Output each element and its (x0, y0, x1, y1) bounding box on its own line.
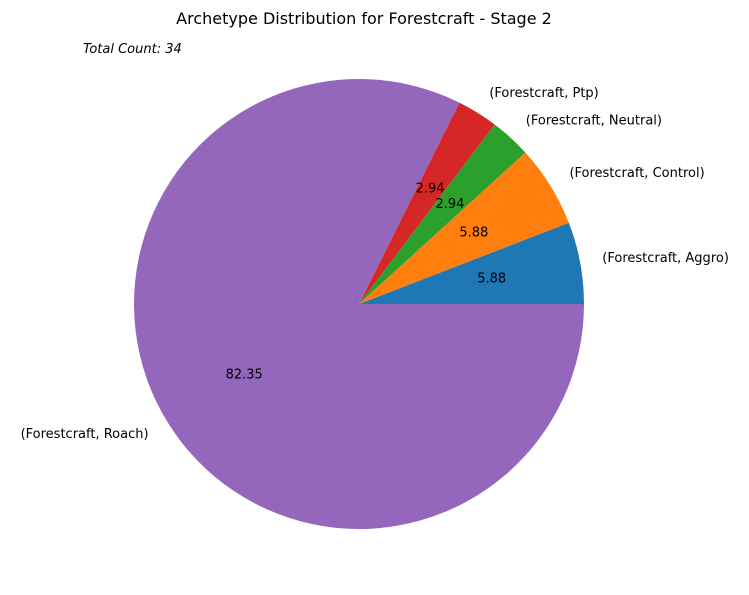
slice-value-label-2: 2.94 (435, 197, 464, 212)
slice-label-1: (Forestcraft, Control) (569, 166, 704, 181)
slice-label-3: (Forestcraft, Ptp) (489, 86, 598, 101)
pie-slice-2 (359, 124, 526, 304)
chart-subtitle: Total Count: 34 (83, 42, 182, 57)
slice-label-2: (Forestcraft, Neutral) (526, 114, 662, 129)
slice-value-label-0: 5.88 (477, 272, 506, 287)
pie-slice-1 (359, 152, 569, 304)
pie-slice-3 (359, 102, 495, 304)
label-group: (Forestcraft, Aggro) 5.88 (Forestcraft, Co… (21, 86, 729, 442)
pie-slice-4 (133, 78, 584, 530)
slice-value-label-1: 5.88 (459, 225, 488, 240)
chart-title: Archetype Distribution for Forestcraft -… (176, 9, 552, 28)
slice-label-0: (Forestcraft, Aggro) (602, 251, 729, 266)
slice-value-label-3: 2.94 (416, 182, 445, 197)
slice-group (133, 78, 584, 530)
slice-value-label-4: 82.35 (226, 368, 263, 383)
slice-label-4: (Forestcraft, Roach) (21, 427, 149, 442)
pie-slice-0 (359, 222, 584, 304)
